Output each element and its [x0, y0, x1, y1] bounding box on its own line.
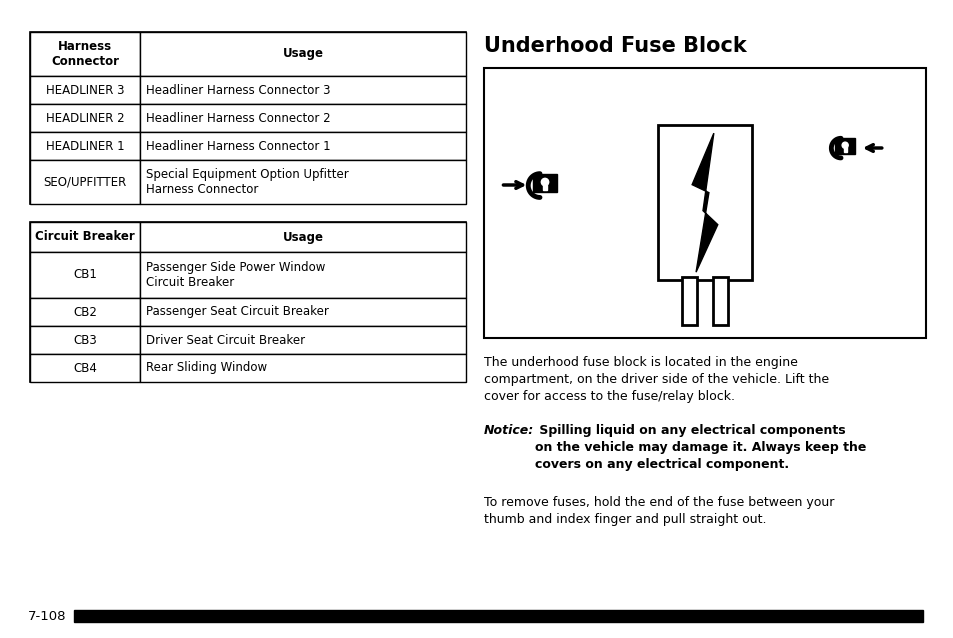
Bar — [543, 184, 546, 190]
Text: Spilling liquid on any electrical components
on the vehicle may damage it. Alway: Spilling liquid on any electrical compon… — [535, 424, 865, 471]
Bar — [30, 222, 465, 382]
Text: CB2: CB2 — [72, 306, 97, 318]
Text: Passenger Seat Circuit Breaker: Passenger Seat Circuit Breaker — [146, 306, 329, 318]
Bar — [30, 104, 140, 132]
Text: HEADLINER 3: HEADLINER 3 — [46, 84, 124, 96]
Bar — [140, 222, 465, 252]
Bar — [533, 174, 557, 192]
Bar — [140, 132, 465, 160]
Text: Usage: Usage — [282, 47, 323, 61]
Text: CB1: CB1 — [72, 269, 97, 281]
Bar — [140, 354, 465, 382]
Text: CB4: CB4 — [72, 362, 97, 375]
Bar — [835, 138, 854, 154]
Text: Notice:: Notice: — [483, 424, 534, 437]
Bar — [30, 132, 140, 160]
Text: 7-108: 7-108 — [28, 609, 66, 623]
Bar — [30, 32, 140, 76]
Text: Underhood Fuse Block: Underhood Fuse Block — [483, 36, 746, 56]
Bar — [140, 32, 465, 76]
Text: Driver Seat Circuit Breaker: Driver Seat Circuit Breaker — [146, 334, 305, 346]
Circle shape — [841, 142, 847, 148]
Text: Headliner Harness Connector 3: Headliner Harness Connector 3 — [146, 84, 331, 96]
Bar — [658, 125, 751, 280]
Text: HEADLINER 2: HEADLINER 2 — [46, 112, 124, 124]
Bar — [30, 160, 140, 204]
Bar — [842, 147, 845, 152]
Text: Headliner Harness Connector 2: Headliner Harness Connector 2 — [146, 112, 331, 124]
Bar — [30, 298, 140, 326]
Bar — [483, 68, 925, 338]
Bar — [30, 326, 140, 354]
Text: CB3: CB3 — [73, 334, 96, 346]
Bar — [140, 76, 465, 104]
Text: Usage: Usage — [282, 230, 323, 244]
Bar — [712, 277, 727, 325]
Bar — [140, 326, 465, 354]
Bar — [30, 76, 140, 104]
Bar — [30, 354, 140, 382]
Text: SEO/UPFITTER: SEO/UPFITTER — [43, 175, 127, 188]
Polygon shape — [692, 133, 717, 272]
Circle shape — [540, 179, 548, 186]
Text: Headliner Harness Connector 1: Headliner Harness Connector 1 — [146, 140, 331, 152]
Bar — [30, 252, 140, 298]
Bar — [140, 252, 465, 298]
Text: Circuit Breaker: Circuit Breaker — [35, 230, 134, 244]
Bar — [74, 610, 923, 622]
Bar — [681, 277, 697, 325]
Bar — [30, 32, 465, 204]
Bar — [140, 160, 465, 204]
Bar — [30, 222, 140, 252]
Text: To remove fuses, hold the end of the fuse between your
thumb and index finger an: To remove fuses, hold the end of the fus… — [483, 496, 833, 526]
Bar — [140, 104, 465, 132]
Bar — [140, 298, 465, 326]
Text: Passenger Side Power Window
Circuit Breaker: Passenger Side Power Window Circuit Brea… — [146, 261, 325, 289]
Text: HEADLINER 1: HEADLINER 1 — [46, 140, 124, 152]
Text: The underhood fuse block is located in the engine
compartment, on the driver sid: The underhood fuse block is located in t… — [483, 356, 828, 403]
Text: Harness
Connector: Harness Connector — [51, 40, 119, 68]
Text: Rear Sliding Window: Rear Sliding Window — [146, 362, 267, 375]
Text: Special Equipment Option Upfitter
Harness Connector: Special Equipment Option Upfitter Harnes… — [146, 168, 349, 196]
